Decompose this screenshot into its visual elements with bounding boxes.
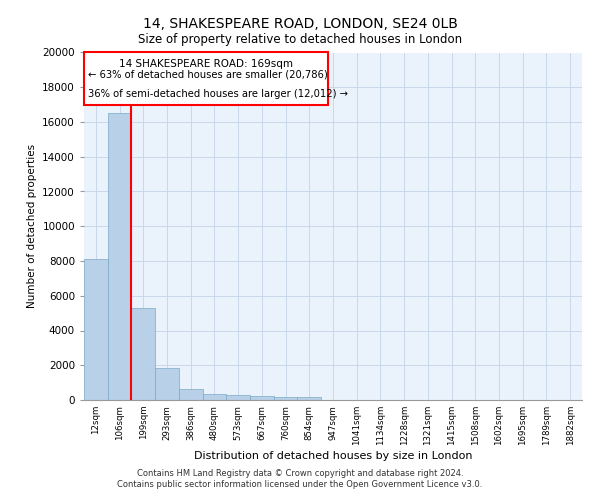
- Text: 36% of semi-detached houses are larger (12,012) →: 36% of semi-detached houses are larger (…: [88, 89, 347, 99]
- Text: Contains public sector information licensed under the Open Government Licence v3: Contains public sector information licen…: [118, 480, 482, 489]
- Bar: [108, 114, 131, 400]
- Text: 14, SHAKESPEARE ROAD, LONDON, SE24 0LB: 14, SHAKESPEARE ROAD, LONDON, SE24 0LB: [143, 18, 457, 32]
- Bar: [226, 396, 250, 400]
- Text: ← 63% of detached houses are smaller (20,786): ← 63% of detached houses are smaller (20…: [88, 70, 328, 80]
- Bar: [131, 308, 155, 400]
- Text: Contains HM Land Registry data © Crown copyright and database right 2024.: Contains HM Land Registry data © Crown c…: [137, 468, 463, 477]
- Y-axis label: Number of detached properties: Number of detached properties: [26, 144, 37, 308]
- Bar: [84, 260, 108, 400]
- Bar: [250, 396, 274, 400]
- Bar: [84, 52, 328, 104]
- X-axis label: Distribution of detached houses by size in London: Distribution of detached houses by size …: [194, 451, 472, 461]
- Bar: [155, 368, 179, 400]
- Text: 14 SHAKESPEARE ROAD: 169sqm: 14 SHAKESPEARE ROAD: 169sqm: [119, 60, 293, 70]
- Bar: [203, 394, 226, 400]
- Bar: [179, 388, 203, 400]
- Text: Size of property relative to detached houses in London: Size of property relative to detached ho…: [138, 32, 462, 46]
- Bar: [274, 396, 298, 400]
- Bar: [298, 397, 321, 400]
